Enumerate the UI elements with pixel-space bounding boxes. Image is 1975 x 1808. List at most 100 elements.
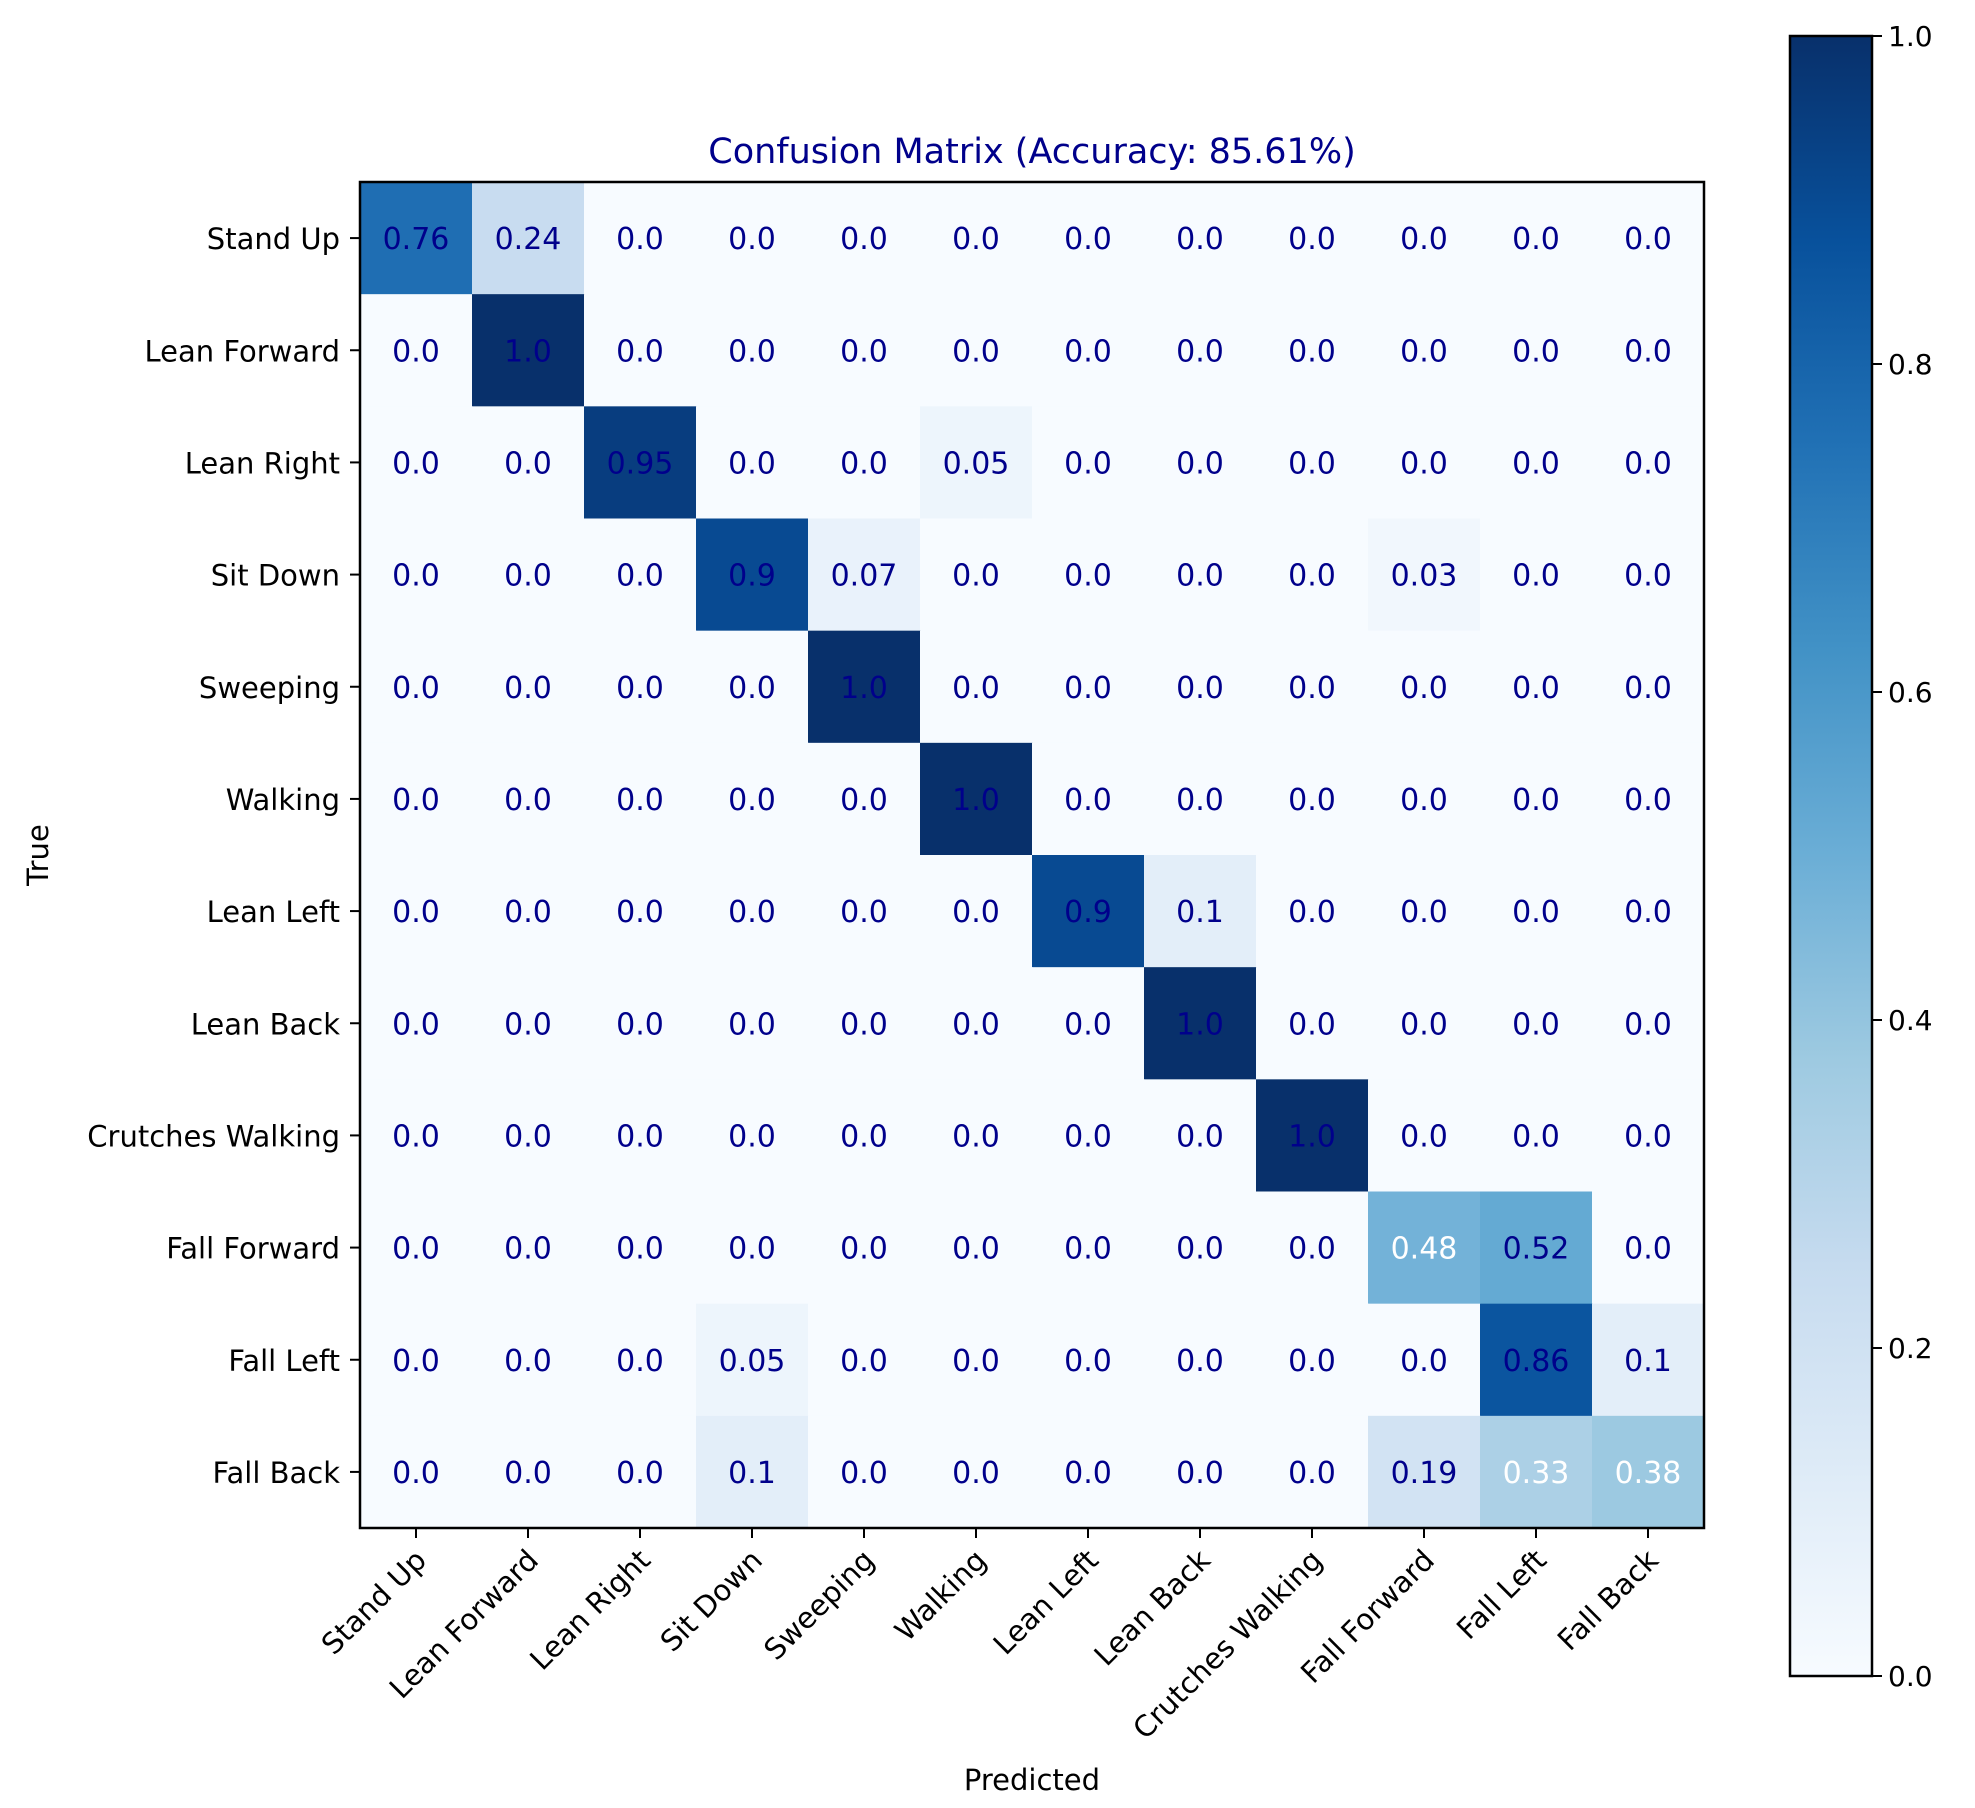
matrix-cell — [1592, 294, 1705, 407]
matrix-cell — [1256, 182, 1369, 295]
cell-value-label: 1.0 — [1176, 1007, 1224, 1042]
cell-value-label: 0.0 — [1512, 446, 1560, 481]
cell-value-label: 0.0 — [1400, 895, 1448, 930]
cell-value-label: 0.19 — [1391, 1456, 1458, 1491]
matrix-cell — [1368, 1415, 1481, 1529]
matrix-cell — [1144, 294, 1257, 407]
cell-value-label: 0.0 — [392, 1232, 440, 1267]
matrix-cell — [472, 630, 585, 744]
y-tick-label: Sweeping — [199, 671, 340, 705]
matrix-cell — [1032, 855, 1145, 968]
cell-value-label: 0.0 — [1064, 1007, 1112, 1042]
matrix-cell — [1032, 518, 1145, 632]
cell-value-label: 0.0 — [1400, 1119, 1448, 1154]
y-tick-label: Lean Back — [191, 1007, 340, 1041]
cell-value-label: 0.0 — [616, 1344, 664, 1379]
colorbar-tick-label: 0.8 — [1888, 348, 1933, 381]
matrix-cell — [1032, 742, 1145, 856]
cell-value-label: 0.0 — [1624, 895, 1672, 930]
cell-value-label: 0.0 — [1064, 671, 1112, 706]
matrix-cell — [696, 1303, 809, 1417]
matrix-cell — [472, 294, 585, 407]
matrix-cell — [360, 1415, 473, 1529]
matrix-cell — [472, 1415, 585, 1529]
matrix-cell — [1032, 1415, 1145, 1529]
cell-value-label: 0.0 — [1064, 334, 1112, 369]
matrix-cell — [1032, 1191, 1145, 1305]
cell-value-label: 0.0 — [616, 895, 664, 930]
cell-value-label: 0.0 — [1512, 783, 1560, 818]
cell-value-label: 0.0 — [1288, 446, 1336, 481]
cell-value-label: 0.0 — [728, 446, 776, 481]
matrix-cell — [696, 1415, 809, 1529]
matrix-cell — [1256, 406, 1369, 520]
cell-value-label: 0.03 — [1391, 559, 1458, 594]
matrix-cell — [696, 182, 809, 295]
y-tick-label: Fall Left — [228, 1344, 340, 1378]
matrix-cell — [1592, 855, 1705, 968]
matrix-cell — [1032, 182, 1145, 295]
cell-value-label: 0.0 — [1288, 1007, 1336, 1042]
cell-value-label: 0.0 — [840, 895, 888, 930]
cell-value-label: 0.0 — [952, 222, 1000, 257]
cell-value-label: 0.0 — [1288, 783, 1336, 818]
plot-frame — [358, 180, 1706, 1530]
matrix-cell — [1256, 1191, 1369, 1305]
matrix-cell — [1256, 294, 1369, 407]
matrix-cell — [1592, 406, 1705, 520]
cell-value-label: 0.0 — [1288, 1232, 1336, 1267]
matrix-cell — [1592, 1079, 1705, 1193]
cell-value-label: 0.0 — [504, 783, 552, 818]
matrix-cell — [1368, 1303, 1481, 1417]
matrix-cell — [584, 967, 697, 1080]
matrix-cell — [360, 406, 473, 520]
matrix-cell — [1256, 630, 1369, 744]
cell-value-label: 0.0 — [840, 783, 888, 818]
cell-value-label: 0.0 — [1176, 783, 1224, 818]
colorbar-tick-label: 0.6 — [1888, 676, 1933, 709]
cell-value-label: 0.0 — [1176, 1456, 1224, 1491]
matrix-cell — [920, 1415, 1033, 1529]
cell-value-label: 0.0 — [952, 1007, 1000, 1042]
cell-value-label: 0.0 — [392, 446, 440, 481]
matrix-cell — [920, 182, 1033, 295]
cell-value-label: 0.0 — [1176, 334, 1224, 369]
colorbar: 0.0 0.2 0.4 0.6 0.8 1.0 — [1788, 20, 1933, 1693]
cell-value-label: 0.0 — [504, 1119, 552, 1154]
x-axis-label: Predicted — [964, 1763, 1100, 1797]
matrix-cell — [1144, 742, 1257, 856]
cell-value-label: 0.0 — [1064, 1456, 1112, 1491]
matrix-cell — [1144, 967, 1257, 1080]
matrix-cell — [472, 518, 585, 632]
matrix-cell — [1480, 1191, 1593, 1305]
matrix-cell — [696, 406, 809, 520]
cell-value-label: 0.0 — [1624, 446, 1672, 481]
cell-value-label: 1.0 — [952, 783, 1000, 818]
cell-value-label: 0.0 — [616, 559, 664, 594]
matrix-cell — [1144, 855, 1257, 968]
cell-value-label: 0.0 — [840, 1007, 888, 1042]
cell-value-label: 0.05 — [719, 1344, 786, 1379]
cell-value-label: 0.0 — [840, 1344, 888, 1379]
cell-annotations: 0.76 0.24 0.0 0.0 0.0 0.0 0.0 0.0 0.0 0.0 0.0 0.0 0.… — [383, 222, 1682, 1491]
matrix-cell — [920, 967, 1033, 1080]
cell-value-label: 0.0 — [1176, 671, 1224, 706]
matrix-cell — [920, 855, 1033, 968]
cell-value-label: 0.0 — [616, 1119, 664, 1154]
colorbar-tick-label: 0.0 — [1888, 1660, 1933, 1693]
matrix-cell — [1592, 1303, 1705, 1417]
cell-value-label: 0.0 — [728, 671, 776, 706]
matrix-cell — [1032, 294, 1145, 407]
cell-value-label: 0.0 — [952, 1232, 1000, 1267]
matrix-cell — [1368, 518, 1481, 632]
cell-value-label: 0.0 — [728, 222, 776, 257]
matrix-cell — [1144, 1415, 1257, 1529]
cell-value-label: 0.9 — [1064, 895, 1112, 930]
matrix-cell — [696, 855, 809, 968]
matrix-cell — [1144, 1079, 1257, 1193]
cell-value-label: 0.95 — [607, 446, 674, 481]
matrix-cell — [920, 406, 1033, 520]
cell-value-label: 0.0 — [840, 1232, 888, 1267]
cell-value-label: 0.0 — [504, 1007, 552, 1042]
